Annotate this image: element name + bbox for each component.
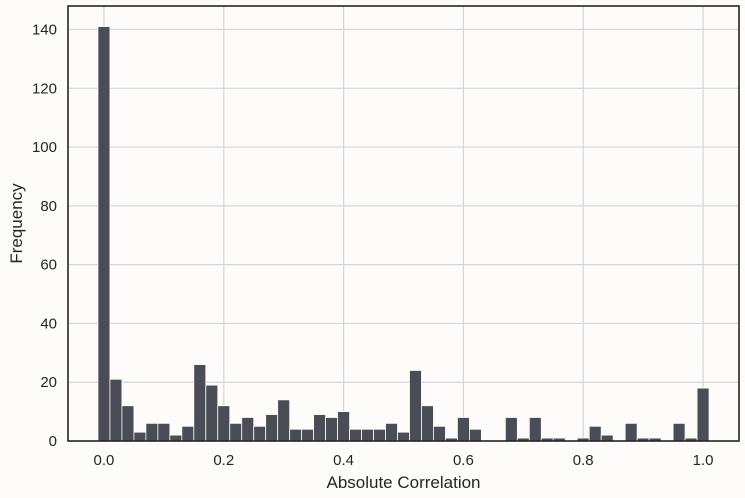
plot-frame — [67, 5, 740, 442]
histogram-bar — [373, 428, 386, 442]
histogram-bar — [253, 425, 267, 442]
y-tick-label: 140 — [32, 22, 57, 39]
histogram-bar — [672, 422, 686, 442]
y-tick-label: 100 — [32, 139, 57, 156]
histogram-bar — [313, 414, 327, 442]
histogram-bar — [97, 26, 111, 442]
histogram-bar — [193, 364, 207, 442]
y-tick-label: 60 — [40, 257, 57, 274]
histogram-bar — [528, 417, 542, 442]
histogram-bar — [600, 434, 614, 442]
histogram-bar — [337, 411, 350, 442]
x-tick-label: 0.8 — [573, 452, 594, 469]
histogram-bar — [133, 431, 147, 442]
histogram-bar — [504, 417, 518, 442]
histogram-bar — [385, 422, 398, 442]
histogram-bar — [181, 425, 195, 442]
histogram-bar — [433, 425, 446, 442]
histogram-bar — [624, 422, 638, 442]
histogram-bar — [421, 405, 434, 442]
bars — [97, 26, 710, 442]
histogram-bar — [289, 428, 303, 442]
histogram-bar — [241, 417, 255, 442]
y-tick-label: 40 — [40, 315, 57, 332]
histogram-bar — [696, 387, 710, 442]
histogram-bar — [109, 378, 123, 442]
x-tick-label: 0.2 — [213, 452, 234, 469]
histogram-bar — [457, 417, 470, 442]
histogram-bar — [397, 431, 410, 442]
histogram-bar — [325, 417, 338, 442]
histogram-bar — [145, 422, 159, 442]
histogram-bar — [301, 428, 315, 442]
histogram-bar — [361, 428, 374, 442]
histogram-bar — [157, 422, 171, 442]
histogram-bar — [588, 425, 602, 442]
histogram-bar — [265, 414, 279, 442]
histogram-bar — [277, 399, 291, 442]
tick-labels: 0.0 0.2 0.4 0.6 0.8 1.0 0 20 40 60 80 100 120 140 — [32, 22, 714, 469]
x-tick-label: 0.6 — [453, 452, 474, 469]
grid — [68, 6, 739, 442]
x-tick-label: 0.0 — [94, 452, 115, 469]
y-tick-label: 120 — [32, 80, 57, 97]
histogram-bar — [121, 405, 135, 442]
histogram-bar — [229, 422, 243, 442]
histogram-bar — [469, 428, 482, 442]
histogram-bar — [217, 405, 231, 442]
y-tick-label: 80 — [40, 198, 57, 215]
x-axis-title: Absolute Correlation — [326, 473, 480, 492]
y-tick-label: 20 — [40, 374, 57, 391]
x-tick-label: 1.0 — [693, 452, 714, 469]
y-tick-label: 0 — [49, 433, 57, 450]
histogram-bar — [169, 434, 183, 442]
histogram-bar — [349, 428, 362, 442]
y-axis-title: Frequency — [7, 183, 26, 264]
histogram-bar — [205, 384, 219, 442]
x-tick-label: 0.4 — [333, 452, 354, 469]
histogram-bar — [409, 370, 422, 442]
